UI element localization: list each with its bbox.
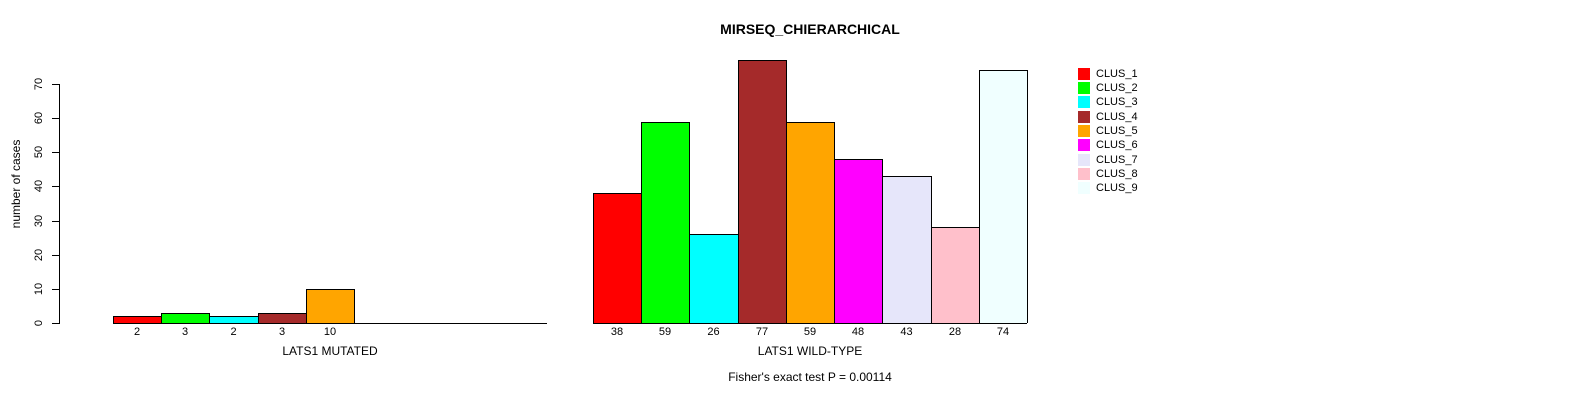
bar-clus_3 (689, 234, 739, 323)
bar-value-label: 59 (803, 326, 817, 338)
legend-swatch (1078, 182, 1090, 195)
legend-label: CLUS_1 (1096, 67, 1138, 80)
bar-clus_9 (979, 70, 1028, 323)
y-tick-label: 70 (33, 77, 45, 91)
y-tick (52, 289, 59, 290)
bar-value-label: 74 (996, 326, 1010, 338)
bar-value-label: 3 (181, 326, 189, 338)
bar-value-label: 59 (658, 326, 672, 338)
bar-clus_5 (306, 289, 355, 323)
bar-value-label: 77 (755, 326, 769, 338)
y-tick (52, 255, 59, 256)
y-axis-label: number of cases (9, 139, 23, 229)
legend-swatch (1078, 139, 1090, 152)
legend-swatch (1078, 124, 1090, 137)
bar-value-label: 48 (851, 326, 865, 338)
bar-value-label: 2 (133, 326, 141, 338)
legend-item-clus_7: CLUS_7 (1078, 153, 1158, 167)
x-axis-label-wildtype: LATS1 WILD-TYPE (757, 344, 863, 358)
legend-item-clus_1: CLUS_1 (1078, 67, 1158, 81)
legend-item-clus_6: CLUS_6 (1078, 138, 1158, 152)
y-tick-label: 0 (33, 319, 45, 327)
y-axis-line (59, 84, 60, 324)
x-axis-baseline (113, 323, 547, 324)
legend-swatch (1078, 110, 1090, 123)
legend-swatch (1078, 67, 1090, 80)
y-tick (52, 221, 59, 222)
y-tick-label: 20 (33, 248, 45, 262)
y-tick-label: 50 (33, 145, 45, 159)
legend-label: CLUS_9 (1096, 182, 1138, 195)
fisher-test-annotation: Fisher's exact test P = 0.00114 (728, 370, 892, 384)
bar-clus_1 (113, 316, 162, 323)
legend-swatch (1078, 153, 1090, 166)
legend-swatch (1078, 96, 1090, 109)
bar-clus_4 (738, 60, 787, 323)
legend-swatch (1078, 167, 1090, 180)
bar-clus_1 (593, 193, 642, 323)
legend-item-clus_3: CLUS_3 (1078, 95, 1158, 109)
bar-value-label: 3 (278, 326, 286, 338)
y-tick (52, 152, 59, 153)
bar-clus_2 (641, 122, 690, 323)
bar-value-label: 28 (948, 326, 962, 338)
bar-clus_4 (258, 313, 307, 323)
bar-value-label: 2 (230, 326, 237, 338)
bar-value-label: 38 (610, 326, 624, 338)
y-tick-label: 10 (33, 282, 45, 296)
bar-clus_5 (786, 122, 835, 323)
x-axis-baseline (593, 323, 1027, 324)
legend-label: CLUS_5 (1096, 124, 1138, 137)
y-tick (52, 186, 59, 187)
bar-value-label: 10 (323, 326, 337, 338)
legend-item-clus_5: CLUS_5 (1078, 124, 1158, 138)
legend-label: CLUS_3 (1096, 96, 1138, 109)
chart-title: MIRSEQ_CHIERARCHICAL (720, 21, 900, 37)
y-tick (52, 323, 59, 324)
bar-value-label: 43 (900, 326, 913, 338)
bar-clus_2 (161, 313, 210, 323)
legend-label: CLUS_4 (1096, 110, 1138, 123)
legend-label: CLUS_7 (1096, 153, 1138, 166)
legend-item-clus_9: CLUS_9 (1078, 181, 1158, 195)
x-axis-label-mutated: LATS1 MUTATED (282, 344, 378, 358)
legend-item-clus_4: CLUS_4 (1078, 110, 1158, 124)
y-tick-label: 60 (33, 111, 45, 125)
bar-clus_7 (882, 176, 932, 323)
bar-clus_8 (931, 227, 980, 323)
legend-label: CLUS_8 (1096, 167, 1138, 180)
legend-item-clus_8: CLUS_8 (1078, 167, 1158, 181)
bar-value-label: 26 (707, 326, 720, 338)
legend-label: CLUS_6 (1096, 139, 1138, 152)
bar-clus_3 (209, 316, 259, 323)
legend-item-clus_2: CLUS_2 (1078, 81, 1158, 95)
bar-clus_6 (834, 159, 883, 323)
y-tick-label: 40 (33, 179, 45, 193)
legend-swatch (1078, 81, 1090, 94)
legend-label: CLUS_2 (1096, 81, 1138, 94)
y-tick (52, 84, 59, 85)
y-tick-label: 30 (33, 214, 45, 228)
y-tick (52, 118, 59, 119)
